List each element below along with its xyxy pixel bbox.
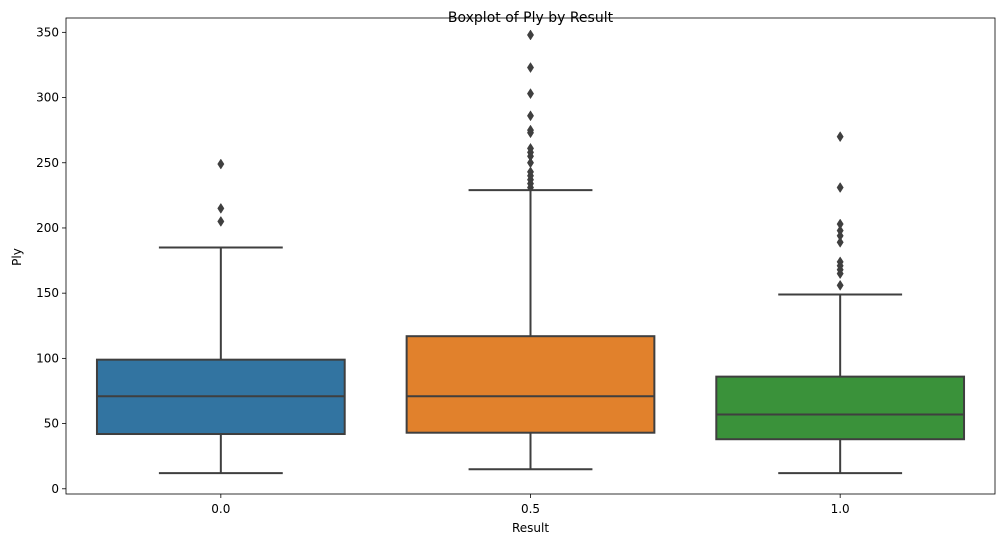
outlier-point [527,157,534,169]
x-tick-label: 1.0 [831,502,850,516]
box-iqr [405,335,656,434]
y-axis: 0 50 100 150 200 250 300 350 [36,25,66,496]
plot-frame [65,17,996,495]
chart-marks [95,29,966,475]
outlier-point [527,62,534,74]
outlier-point [836,279,844,291]
y-tick-label: 200 [36,221,59,235]
outlier-point [527,88,534,100]
box-group-0.0 [95,158,346,475]
box-group-0.5 [405,29,656,471]
x-tick-label: 0.0 [211,502,230,516]
outlier-point [527,29,534,41]
outlier-point [836,236,844,248]
y-axis-label: Ply [10,248,24,266]
outlier-point [217,215,225,227]
y-tick-label: 250 [36,156,59,170]
outlier-point [217,202,225,214]
outlier-point [836,256,844,268]
chart-title: Boxplot of Ply by Result [448,10,614,26]
outlier-point [527,124,534,136]
outlier-point [836,131,844,143]
x-tick-label: 0.5 [521,502,540,516]
outlier-point [527,166,534,178]
y-tick-label: 50 [44,417,59,431]
x-axis: 0.0 0.5 1.0 [211,494,850,516]
y-tick-label: 350 [36,25,59,39]
outlier-point [527,110,534,122]
y-tick-label: 150 [36,286,59,300]
outlier-point [217,158,225,170]
y-tick-label: 100 [36,351,59,365]
outlier-point [527,142,534,154]
outlier-point [836,182,844,193]
box-iqr [715,375,966,441]
y-tick-label: 300 [36,91,59,105]
outlier-point [836,225,844,237]
x-axis-label: Result [512,521,549,535]
y-tick-label: 0 [51,482,59,496]
outlier-point [836,218,844,230]
box-group-1.0 [715,131,966,475]
